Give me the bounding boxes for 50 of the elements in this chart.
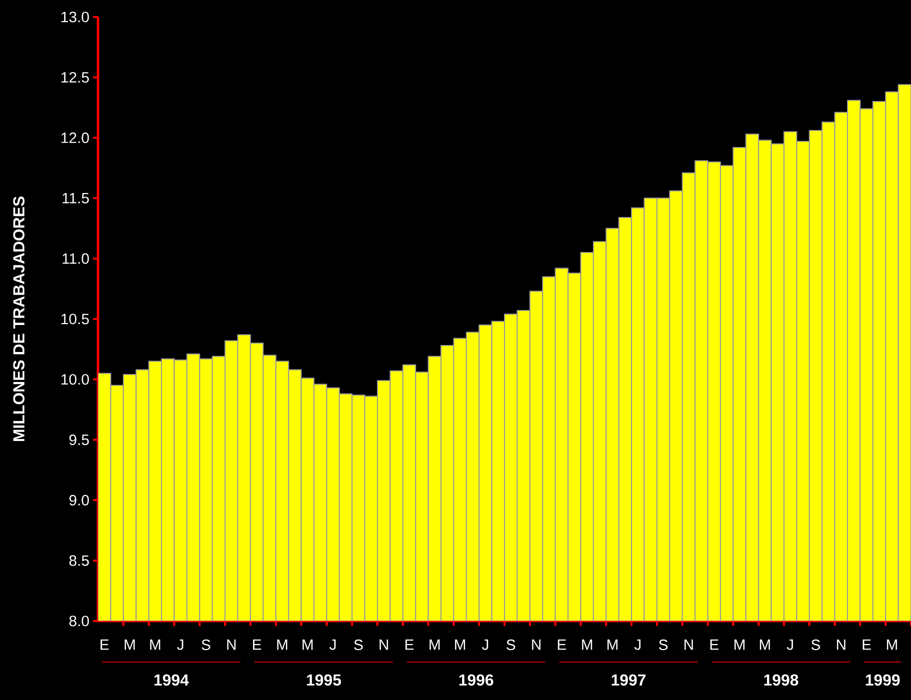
x-tick-label: M [734, 640, 745, 650]
x-tick-label: M [150, 640, 160, 650]
x-tick-label: N [532, 640, 540, 650]
x-tick-label: E [862, 640, 871, 650]
x-tick-label: E [558, 640, 566, 650]
x-tick-label: E [710, 640, 718, 650]
x-tick-label: J [330, 640, 336, 650]
y-tick-label: 11.5 [62, 192, 89, 204]
x-tick-label: S [658, 640, 668, 650]
y-tick-label: 12.5 [62, 72, 89, 83]
text: 1997 [612, 674, 646, 686]
x-tick-label: M [277, 640, 288, 650]
x-tick-label: M [124, 640, 135, 650]
x-tick-label: S [811, 640, 820, 650]
x-tick-label: S [506, 640, 516, 650]
text: 1996 [459, 674, 494, 686]
text: 1999 [866, 674, 900, 686]
y-tick-label: 13.0 [62, 12, 89, 22]
x-tick-label: N [836, 640, 846, 650]
x-tick-label: N [684, 640, 693, 650]
y-tick-label: 10.0 [62, 374, 89, 385]
x-tick-label: M [302, 640, 313, 650]
text: 1994 [154, 674, 189, 686]
x-tick-label: E [253, 640, 262, 650]
x-tick-label: S [202, 640, 210, 650]
y-axis-title: MILLONES DE TRABAJADORES [13, 196, 24, 442]
x-tick-label: J [786, 640, 793, 650]
x-tick-label: E [100, 640, 109, 650]
x-tick-label: N [380, 640, 388, 650]
x-tick-label: J [482, 640, 488, 650]
y-tick-label: 9.0 [69, 494, 89, 506]
x-tick-label: E [405, 640, 414, 650]
text: 1998 [764, 674, 798, 686]
x-tick-label: M [430, 640, 440, 650]
y-tick-label: 8.5 [69, 555, 89, 566]
x-tick-label: M [760, 640, 770, 650]
x-tick-label: M [886, 640, 897, 650]
y-tick-label: 12.0 [62, 132, 89, 144]
x-tick-label: N [227, 640, 236, 650]
y-tick-label: 10.5 [62, 314, 89, 324]
x-tick-label: J [177, 640, 184, 650]
x-tick-label: S [354, 640, 363, 650]
x-tick-label: M [582, 640, 592, 650]
y-tick-label: 9.5 [69, 434, 89, 446]
x-tick-label: M [607, 640, 618, 650]
y-tick-label: 11.0 [62, 253, 89, 264]
y-tick-label: 8.0 [69, 616, 89, 626]
x-tick-label: M [455, 640, 466, 650]
x-tick-label: J [634, 640, 641, 650]
text: 1995 [306, 674, 341, 686]
